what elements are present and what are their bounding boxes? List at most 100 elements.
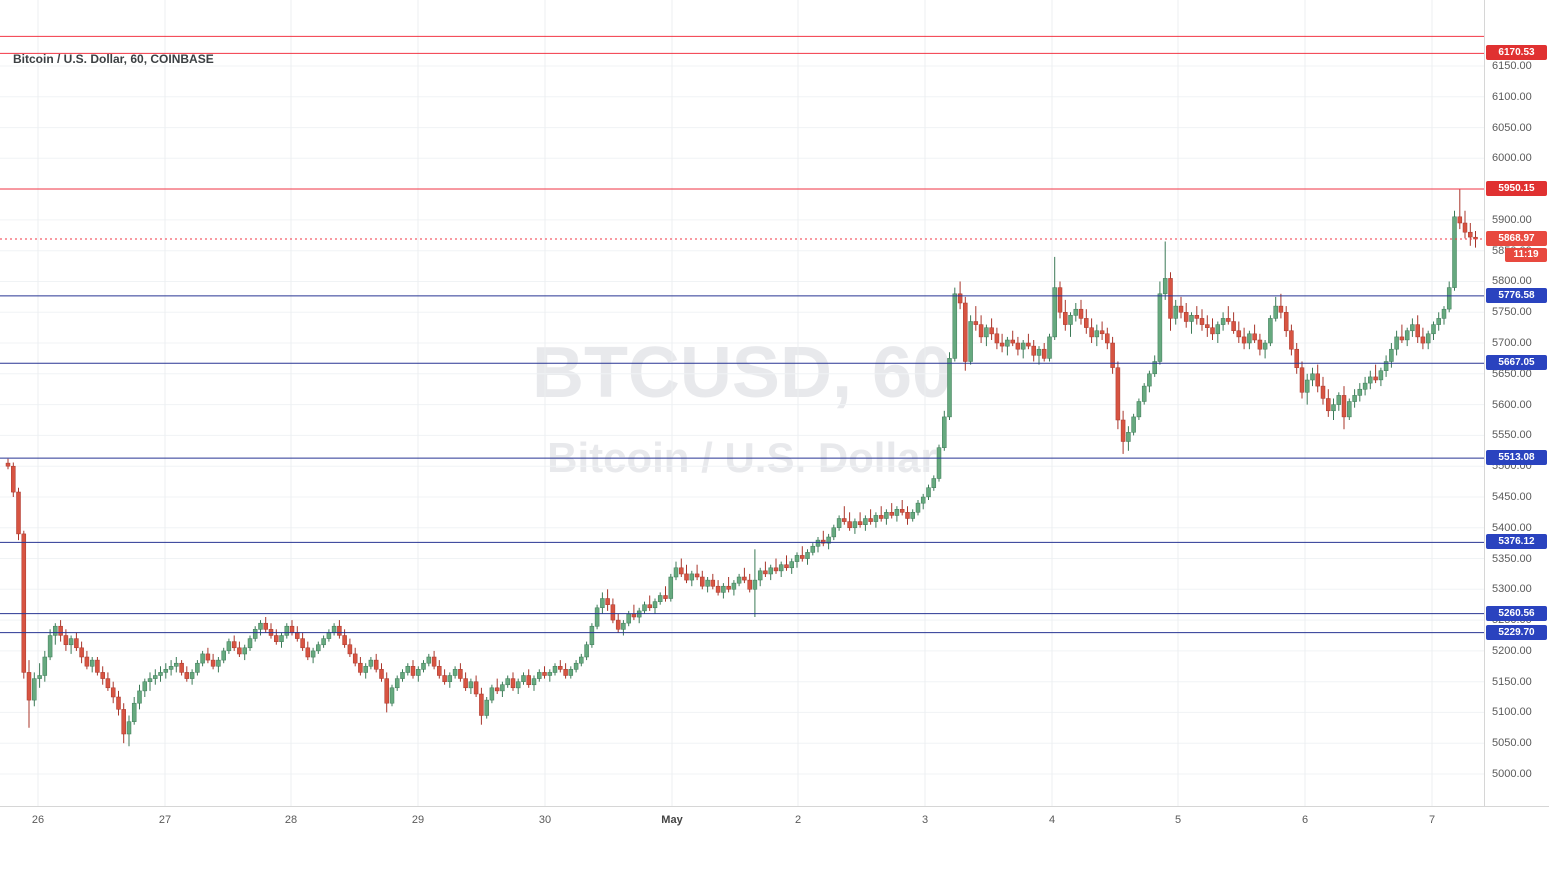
candle-body[interactable]	[700, 576, 705, 587]
candle-body[interactable]	[1041, 348, 1047, 359]
candle-body[interactable]	[968, 321, 973, 362]
candle-body[interactable]	[1247, 333, 1252, 344]
candle-body[interactable]	[1436, 318, 1441, 325]
candle-body[interactable]	[442, 675, 447, 682]
candle-body[interactable]	[473, 681, 479, 695]
candle-body[interactable]	[1446, 287, 1452, 310]
candle-body[interactable]	[1131, 416, 1136, 433]
candle-body[interactable]	[63, 635, 69, 645]
candle-body[interactable]	[32, 678, 37, 701]
candle-body[interactable]	[247, 638, 253, 649]
candle-body[interactable]	[773, 567, 779, 572]
candle-body[interactable]	[42, 656, 48, 676]
candle-body[interactable]	[910, 512, 915, 519]
candle-body[interactable]	[1357, 388, 1363, 396]
candle-body[interactable]	[1441, 308, 1447, 319]
candle-body[interactable]	[926, 487, 931, 498]
candle-body[interactable]	[984, 327, 989, 338]
candle-body[interactable]	[216, 659, 221, 667]
candle-body[interactable]	[447, 675, 453, 682]
candle-body[interactable]	[552, 666, 558, 673]
candle-body[interactable]	[931, 478, 937, 488]
time-axis[interactable]: 26 27 28 29 30 May 2 3 4 5 6 7	[0, 806, 1549, 869]
candle-body[interactable]	[989, 327, 994, 335]
candle-body[interactable]	[74, 638, 79, 649]
candle-body[interactable]	[1173, 305, 1178, 319]
candle-body[interactable]	[489, 687, 495, 701]
candle-body[interactable]	[394, 678, 400, 689]
candle-body[interactable]	[1320, 385, 1326, 399]
candle-body[interactable]	[105, 678, 111, 689]
candle-body[interactable]	[726, 585, 731, 590]
candle-body[interactable]	[542, 672, 547, 676]
candle-body[interactable]	[274, 635, 279, 642]
candle-body[interactable]	[147, 678, 153, 682]
candle-body[interactable]	[1378, 370, 1384, 381]
candle-body[interactable]	[500, 684, 505, 692]
candle-body[interactable]	[936, 447, 942, 479]
candle-body[interactable]	[263, 622, 268, 630]
candle-body[interactable]	[999, 342, 1005, 347]
candle-body[interactable]	[1115, 367, 1121, 421]
candle-body[interactable]	[1252, 333, 1257, 341]
candle-body[interactable]	[1141, 385, 1147, 402]
candle-body[interactable]	[468, 681, 474, 689]
candle-body[interactable]	[1299, 367, 1305, 393]
candle-body[interactable]	[868, 518, 873, 522]
candle-body[interactable]	[200, 653, 205, 664]
candle-body[interactable]	[1278, 305, 1284, 313]
candle-body[interactable]	[689, 573, 695, 581]
candle-body[interactable]	[873, 515, 879, 522]
candle-body[interactable]	[458, 669, 463, 679]
candle-body[interactable]	[1468, 231, 1473, 238]
candle-body[interactable]	[384, 678, 389, 704]
candle-body[interactable]	[826, 536, 831, 544]
candle-body[interactable]	[1036, 348, 1042, 356]
candle-body[interactable]	[358, 662, 363, 673]
candle-body[interactable]	[863, 518, 868, 525]
candle-body[interactable]	[400, 672, 405, 679]
candle-body[interactable]	[778, 564, 784, 572]
candle-body[interactable]	[752, 579, 758, 590]
candle-body[interactable]	[747, 579, 752, 590]
candle-body[interactable]	[452, 669, 458, 676]
candle-body[interactable]	[321, 638, 326, 646]
candle-body[interactable]	[210, 659, 216, 667]
candle-body[interactable]	[189, 672, 195, 679]
candle-body[interactable]	[1078, 308, 1084, 319]
candle-body[interactable]	[1241, 336, 1247, 344]
candle-body[interactable]	[79, 647, 84, 658]
candle-body[interactable]	[652, 601, 658, 609]
candle-body[interactable]	[1126, 432, 1131, 442]
candle-body[interactable]	[1220, 318, 1226, 325]
candle-body[interactable]	[16, 491, 21, 535]
candle-body[interactable]	[1420, 336, 1426, 344]
candle-body[interactable]	[573, 662, 579, 670]
candle-body[interactable]	[1147, 373, 1152, 387]
candle-body[interactable]	[1315, 373, 1320, 387]
candle-body[interactable]	[1152, 361, 1157, 375]
candle-body[interactable]	[1404, 330, 1410, 341]
candle-body[interactable]	[242, 647, 247, 655]
candle-body[interactable]	[205, 653, 211, 661]
candle-body[interactable]	[731, 582, 737, 590]
candle-body[interactable]	[821, 539, 826, 544]
candle-body[interactable]	[1020, 342, 1026, 350]
candle-body[interactable]	[715, 585, 721, 593]
candle-body[interactable]	[1205, 324, 1210, 328]
candle-body[interactable]	[1273, 305, 1278, 319]
candle-body[interactable]	[421, 662, 426, 670]
candle-body[interactable]	[842, 518, 847, 522]
candle-body[interactable]	[800, 555, 805, 559]
candle-body[interactable]	[142, 681, 148, 692]
candle-body[interactable]	[1294, 348, 1299, 368]
candle-body[interactable]	[515, 681, 521, 689]
candle-body[interactable]	[258, 622, 263, 630]
candle-body[interactable]	[437, 666, 442, 676]
candle-body[interactable]	[1352, 395, 1357, 402]
candle-body[interactable]	[757, 570, 763, 581]
candle-body[interactable]	[1283, 312, 1289, 332]
candle-body[interactable]	[978, 324, 984, 338]
candle-body[interactable]	[174, 662, 179, 667]
candle-body[interactable]	[121, 709, 126, 735]
